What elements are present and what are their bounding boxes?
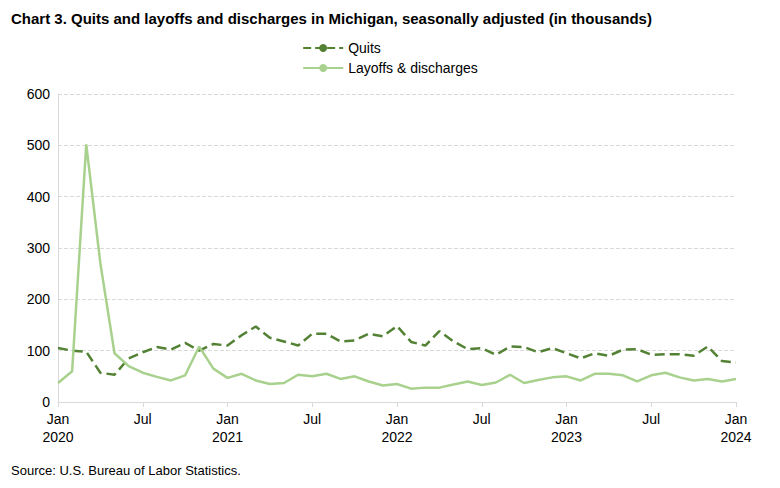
svg-text:0: 0 [42,394,50,410]
svg-text:Jul: Jul [642,411,660,427]
svg-text:Source: U.S. Bureau of Labor S: Source: U.S. Bureau of Labor Statistics. [11,463,241,478]
svg-text:2024: 2024 [720,429,751,445]
svg-text:100: 100 [27,343,51,359]
svg-text:Jul: Jul [303,411,321,427]
svg-text:200: 200 [27,291,51,307]
svg-text:500: 500 [27,137,51,153]
svg-text:300: 300 [27,240,51,256]
svg-text:Jan: Jan [216,411,239,427]
svg-text:Jan: Jan [555,411,578,427]
svg-text:Quits: Quits [348,40,381,56]
svg-text:400: 400 [27,189,51,205]
svg-text:2022: 2022 [381,429,412,445]
svg-text:Chart 3. Quits and layoffs and: Chart 3. Quits and layoffs and discharge… [11,10,652,27]
svg-text:Layoffs & discharges: Layoffs & discharges [348,60,478,76]
svg-text:2021: 2021 [212,429,243,445]
svg-text:Jul: Jul [134,411,152,427]
svg-text:Jan: Jan [386,411,409,427]
svg-text:600: 600 [27,86,51,102]
svg-text:2023: 2023 [551,429,582,445]
svg-text:Jul: Jul [473,411,491,427]
svg-text:Jan: Jan [47,411,70,427]
svg-text:2020: 2020 [42,429,73,445]
svg-text:Jan: Jan [725,411,748,427]
